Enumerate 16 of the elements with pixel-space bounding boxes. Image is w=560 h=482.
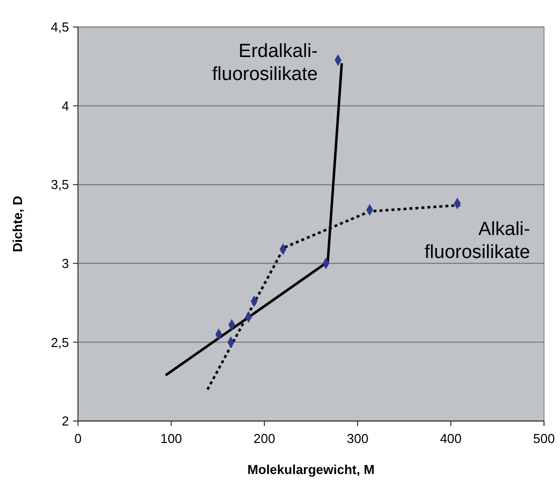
y-tick-label: 3,5 [50,177,69,192]
y-axis-title: Dichte, D [10,196,25,252]
x-tick-label: 0 [74,431,82,446]
series-label: Erdalkali-fluorosilikate [212,41,318,86]
series-label: Alkali-fluorosilikate [424,219,530,264]
y-tick-label: 4 [62,98,69,114]
y-tick-label: 2 [62,414,69,429]
y-tick-label: 3 [62,256,69,271]
x-axis-title: Molekulargewicht, M [247,462,375,477]
x-tick-label: 500 [533,431,555,446]
x-tick-label: 300 [346,431,368,446]
x-tick-label: 200 [254,431,276,446]
x-tick-label: 100 [160,431,182,446]
y-tick-label: 2,5 [50,334,69,350]
y-tick-label: 4,5 [50,20,69,35]
x-tick-label: 400 [440,431,462,446]
